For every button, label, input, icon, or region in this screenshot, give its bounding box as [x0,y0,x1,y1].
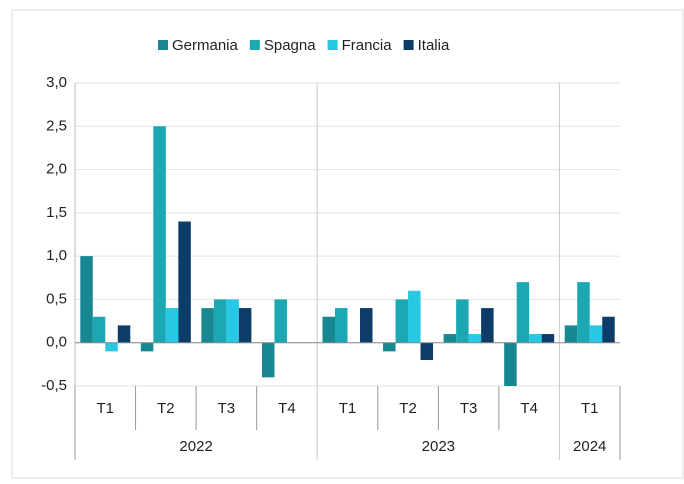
bar [360,308,373,343]
bar [226,299,239,343]
bar [481,308,494,343]
x-tick-label: T3 [218,400,236,417]
frame [11,9,684,479]
y-tick-label: 3,0 [46,74,67,91]
bar [529,334,542,343]
legend-label: Italia [418,37,450,54]
y-tick-label: 2,5 [46,117,67,134]
legend-label: Germania [172,37,239,54]
bar [468,334,482,343]
bar [408,290,421,343]
bar [577,282,590,343]
legend-label: Spagna [264,37,316,54]
bar [165,308,179,343]
x-tick-label: T2 [399,400,417,417]
x-tick-label: T4 [520,400,538,417]
bar [238,308,252,343]
x-tick-label: T2 [157,400,175,417]
bar [420,342,434,361]
bar [443,334,457,343]
bar [105,342,118,352]
legend-swatch [158,40,168,50]
bar [140,342,154,352]
y-tick-label: 0,5 [46,290,67,307]
group-label: 2022 [179,438,212,455]
bar [589,325,603,343]
x-tick-label: T4 [278,400,296,417]
bar [92,316,106,343]
bar [541,334,555,343]
bar [602,316,615,343]
bar [456,299,469,343]
bar [80,256,93,343]
bar [383,342,396,352]
bar [153,126,166,343]
bar [504,342,517,386]
group-label: 2024 [573,438,606,455]
bar [201,308,214,343]
bar [564,325,578,343]
x-tick-label: T1 [339,400,357,417]
bar [261,342,275,378]
x-tick-label: T1 [97,400,115,417]
y-tick-label: 2,0 [46,161,67,178]
x-tick-label: T1 [581,400,599,417]
y-tick-label: 1,0 [46,247,67,264]
bar [178,221,191,343]
y-tick-label: 1,5 [46,204,67,221]
legend-label: Francia [342,37,393,54]
bar [274,299,287,343]
legend-swatch [249,40,260,50]
legend-swatch [403,40,414,50]
legend-swatch [327,40,338,50]
bar [395,299,409,343]
bar [322,316,335,343]
y-tick-label: 0,0 [46,334,67,351]
group-label: 2023 [422,438,455,455]
bar [516,282,530,343]
x-tick-label: T3 [460,400,478,417]
bar [335,308,348,343]
bar [213,299,227,343]
bar [117,325,131,343]
y-tick-label: -0,5 [41,377,67,394]
